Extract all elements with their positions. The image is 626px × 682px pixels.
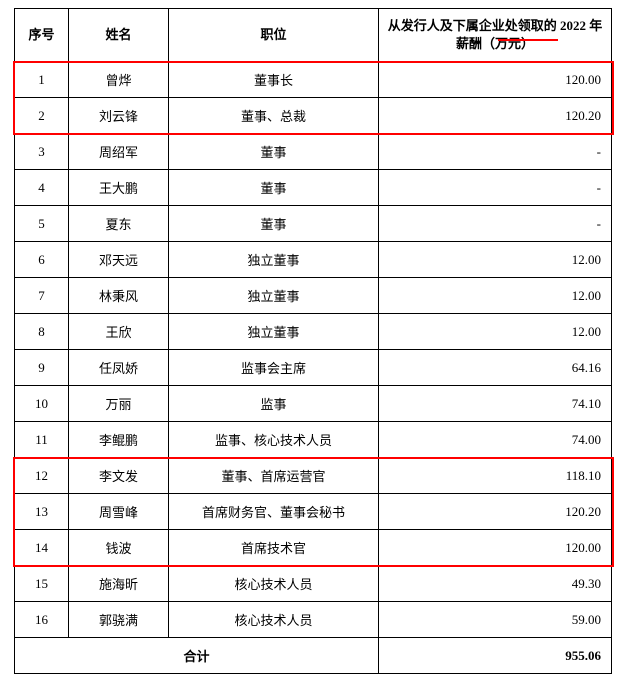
cell-name: 王欣 [69,314,169,350]
cell-name: 李鲲鹏 [69,422,169,458]
cell-salary: 120.20 [379,494,612,530]
cell-salary: 64.16 [379,350,612,386]
cell-seq: 13 [15,494,69,530]
cell-position: 核心技术人员 [169,566,379,602]
header-seq: 序号 [15,9,69,62]
cell-name: 周雪峰 [69,494,169,530]
table-row: 10万丽监事74.10 [15,386,612,422]
cell-name: 郭骁满 [69,602,169,638]
table-row: 14钱波首席技术官120.00 [15,530,612,566]
cell-position: 监事、核心技术人员 [169,422,379,458]
cell-seq: 12 [15,458,69,494]
cell-position: 董事 [169,170,379,206]
cell-salary: 120.20 [379,98,612,134]
cell-name: 夏东 [69,206,169,242]
total-row: 合计 955.06 [15,638,612,674]
cell-seq: 14 [15,530,69,566]
cell-position: 独立董事 [169,314,379,350]
cell-name: 万丽 [69,386,169,422]
cell-salary: 120.00 [379,530,612,566]
table-row: 12李文发董事、首席运营官118.10 [15,458,612,494]
salary-table-container: 序号 姓名 职位 从发行人及下属企业处领取的 2022 年薪酬（万元） 1曾烨董… [14,8,612,674]
table-row: 7林秉风独立董事12.00 [15,278,612,314]
cell-salary: 49.30 [379,566,612,602]
cell-seq: 11 [15,422,69,458]
table-row: 16郭骁满核心技术人员59.00 [15,602,612,638]
cell-name: 施海昕 [69,566,169,602]
table-row: 4王大鹏董事- [15,170,612,206]
cell-salary: 120.00 [379,62,612,98]
cell-salary: 74.00 [379,422,612,458]
cell-position: 独立董事 [169,278,379,314]
cell-name: 曾烨 [69,62,169,98]
table-row: 6邓天远独立董事12.00 [15,242,612,278]
cell-seq: 6 [15,242,69,278]
cell-salary: 12.00 [379,278,612,314]
salary-table: 序号 姓名 职位 从发行人及下属企业处领取的 2022 年薪酬（万元） 1曾烨董… [14,8,612,674]
cell-seq: 3 [15,134,69,170]
cell-position: 核心技术人员 [169,602,379,638]
cell-position: 独立董事 [169,242,379,278]
table-row: 5夏东董事- [15,206,612,242]
table-row: 15施海昕核心技术人员49.30 [15,566,612,602]
cell-name: 邓天远 [69,242,169,278]
cell-seq: 10 [15,386,69,422]
cell-position: 董事长 [169,62,379,98]
header-row: 序号 姓名 职位 从发行人及下属企业处领取的 2022 年薪酬（万元） [15,9,612,62]
cell-name: 周绍军 [69,134,169,170]
cell-salary: - [379,206,612,242]
table-row: 8王欣独立董事12.00 [15,314,612,350]
cell-seq: 8 [15,314,69,350]
total-value: 955.06 [379,638,612,674]
cell-salary: 74.10 [379,386,612,422]
table-row: 1曾烨董事长120.00 [15,62,612,98]
header-position: 职位 [169,9,379,62]
cell-salary: 118.10 [379,458,612,494]
cell-salary: - [379,170,612,206]
cell-seq: 1 [15,62,69,98]
cell-name: 林秉风 [69,278,169,314]
table-row: 9任凤娇监事会主席64.16 [15,350,612,386]
cell-salary: - [379,134,612,170]
cell-seq: 9 [15,350,69,386]
total-label: 合计 [15,638,379,674]
cell-seq: 7 [15,278,69,314]
cell-position: 董事 [169,206,379,242]
cell-name: 李文发 [69,458,169,494]
header-salary: 从发行人及下属企业处领取的 2022 年薪酬（万元） [379,9,612,62]
table-row: 3周绍军董事- [15,134,612,170]
cell-seq: 2 [15,98,69,134]
cell-position: 首席财务官、董事会秘书 [169,494,379,530]
table-body: 1曾烨董事长120.002刘云锋董事、总裁120.203周绍军董事-4王大鹏董事… [15,62,612,638]
cell-position: 监事会主席 [169,350,379,386]
table-row: 11李鲲鹏监事、核心技术人员74.00 [15,422,612,458]
cell-position: 监事 [169,386,379,422]
cell-name: 钱波 [69,530,169,566]
table-row: 13周雪峰首席财务官、董事会秘书120.20 [15,494,612,530]
cell-seq: 4 [15,170,69,206]
cell-seq: 15 [15,566,69,602]
annotation-line [498,39,558,41]
cell-salary: 59.00 [379,602,612,638]
cell-seq: 5 [15,206,69,242]
cell-name: 王大鹏 [69,170,169,206]
cell-salary: 12.00 [379,314,612,350]
cell-salary: 12.00 [379,242,612,278]
cell-name: 任凤娇 [69,350,169,386]
header-name: 姓名 [69,9,169,62]
cell-position: 董事 [169,134,379,170]
cell-name: 刘云锋 [69,98,169,134]
cell-position: 董事、首席运营官 [169,458,379,494]
cell-seq: 16 [15,602,69,638]
table-row: 2刘云锋董事、总裁120.20 [15,98,612,134]
cell-position: 首席技术官 [169,530,379,566]
cell-position: 董事、总裁 [169,98,379,134]
